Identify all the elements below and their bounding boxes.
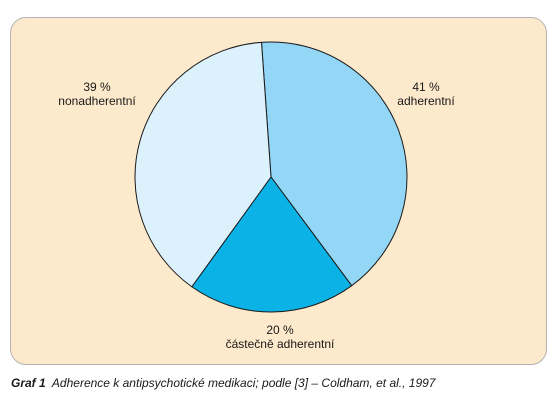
slice-label-adherent: 41 % adherentní xyxy=(396,80,456,108)
slice-percent-adherent: 41 % xyxy=(412,80,440,94)
pie-slice-nonadherent xyxy=(134,41,272,288)
slice-name-partially-adherent: částečně adherentní xyxy=(225,337,335,351)
pie-slice-adherent xyxy=(261,41,408,287)
slice-label-partially-adherent: 20 % částečně adherentní xyxy=(210,323,350,351)
slice-percent-nonadherent: 39 % xyxy=(83,80,111,94)
figure-caption: Graf 1 Adherence k antipsychotické medik… xyxy=(11,376,435,390)
slice-label-nonadherent: 39 % nonadherentní xyxy=(52,80,142,108)
slice-name-nonadherent: nonadherentní xyxy=(58,94,136,108)
slice-name-adherent: adherentní xyxy=(397,94,455,108)
pie-slice-partially-adherent xyxy=(191,176,353,313)
slice-percent-partially-adherent: 20 % xyxy=(266,323,294,337)
figure-caption-text: Adherence k antipsychotické medikaci; po… xyxy=(51,376,436,390)
figure-number: Graf 1 xyxy=(11,376,46,390)
